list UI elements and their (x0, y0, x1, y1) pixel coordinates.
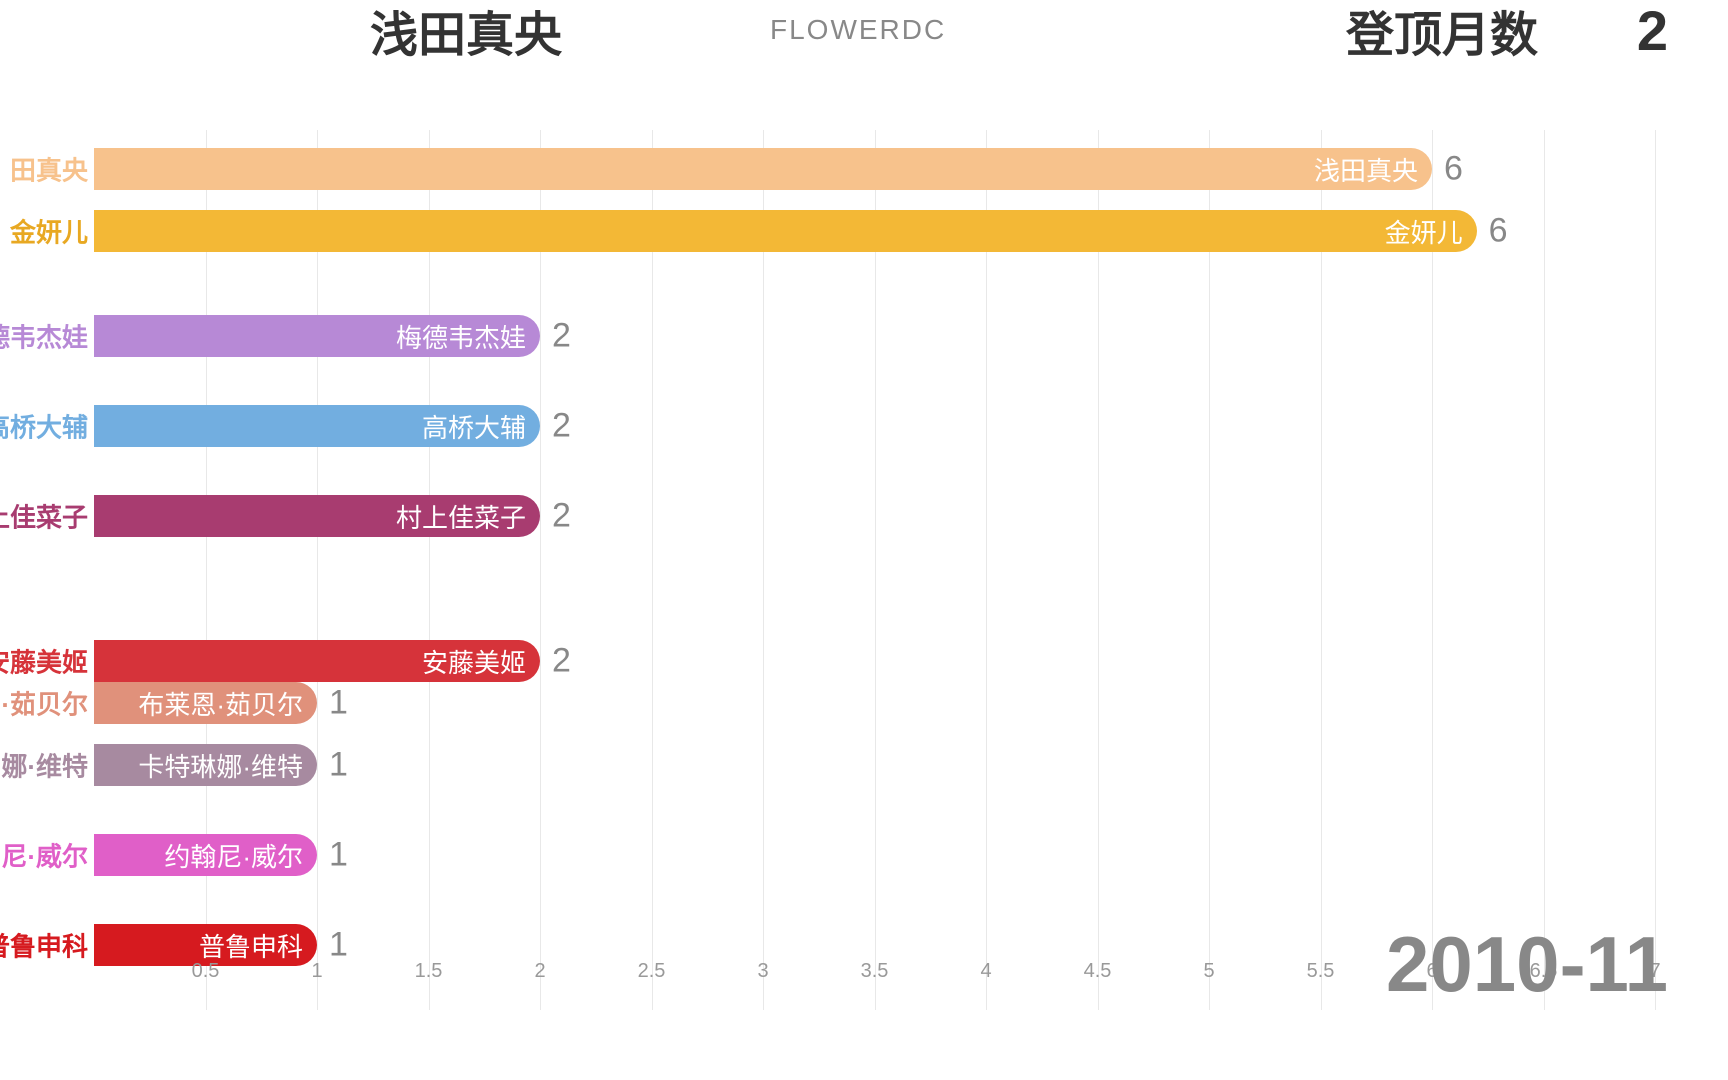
gridline (206, 130, 207, 1010)
x-tick-label: 1.5 (415, 960, 443, 983)
x-tick-label: 3.5 (861, 960, 889, 983)
header-leader-name: 浅田真央 (370, 0, 562, 65)
gridline (317, 130, 318, 1010)
header-metric-label: 登顶月数 (1346, 0, 1538, 65)
gridline (1544, 130, 1545, 1010)
x-tick-label: 3 (757, 960, 768, 983)
bar: 布莱恩·茹贝尔 (94, 682, 317, 724)
bar-value: 1 (329, 926, 348, 965)
gridline (429, 130, 430, 1010)
y-axis-label: 普鲁申科 (0, 927, 88, 964)
gridline (986, 130, 987, 1010)
bar-row: 尼·威尔 约翰尼·威尔 1 (0, 834, 1728, 876)
bar-row: 娜·维特 卡特琳娜·维特 1 (0, 744, 1728, 786)
bar: 安藤美姬 (94, 640, 540, 682)
gridline (1321, 130, 1322, 1010)
bar-row: 金妍儿 金妍儿 6 (0, 210, 1728, 252)
bar-row: 上佳菜子 村上佳菜子 2 (0, 495, 1728, 537)
bar-value: 2 (552, 497, 571, 536)
bar-chart: 田真央 浅田真央 6 金妍儿 金妍儿 6 德韦杰娃 梅德韦杰娃 2 高桥大辅 高桥大辅 2 上佳菜子 村上… (0, 130, 1728, 1020)
gridline (1655, 130, 1656, 1010)
bar-inner-label: 梅德韦杰娃 (396, 318, 526, 355)
header-metric-value: 2 (1637, 0, 1668, 63)
bar-row: 德韦杰娃 梅德韦杰娃 2 (0, 315, 1728, 357)
bar-row: ·茹贝尔 布莱恩·茹贝尔 1 (0, 682, 1728, 724)
y-axis-label: ·茹贝尔 (1, 685, 88, 722)
gridline (652, 130, 653, 1010)
bar-inner-label: 村上佳菜子 (396, 498, 526, 535)
bar-inner-label: 卡特琳娜·维特 (138, 747, 303, 784)
bar: 约翰尼·威尔 (94, 834, 317, 876)
bar: 浅田真央 (94, 148, 1432, 190)
y-axis-label: 上佳菜子 (0, 498, 88, 535)
x-tick-label: 0.5 (192, 960, 220, 983)
bar-row: 田真央 浅田真央 6 (0, 148, 1728, 190)
y-axis-label: 高桥大辅 (0, 408, 88, 445)
gridline (540, 130, 541, 1010)
bar-value: 2 (552, 407, 571, 446)
y-axis-label: 尼·威尔 (1, 837, 88, 874)
y-axis-label: 安藤美姬 (0, 643, 88, 680)
bar: 村上佳菜子 (94, 495, 540, 537)
bar-row: 安藤美姬 安藤美姬 2 (0, 640, 1728, 682)
x-tick-label: 5 (1203, 960, 1214, 983)
gridline (1209, 130, 1210, 1010)
bar-value: 6 (1444, 150, 1463, 189)
bar: 高桥大辅 (94, 405, 540, 447)
x-tick-label: 2 (534, 960, 545, 983)
watermark-text: FLOWERDC (770, 14, 946, 46)
x-tick-label: 2.5 (638, 960, 666, 983)
bar-value: 2 (552, 642, 571, 681)
bar: 梅德韦杰娃 (94, 315, 540, 357)
y-axis-label: 田真央 (10, 151, 88, 188)
bar: 金妍儿 (94, 210, 1477, 252)
bar-inner-label: 约翰尼·威尔 (164, 837, 303, 874)
gridline (1432, 130, 1433, 1010)
gridline (1098, 130, 1099, 1010)
y-axis-label: 金妍儿 (10, 213, 88, 250)
bar-value: 1 (329, 684, 348, 723)
gridline (763, 130, 764, 1010)
bar-inner-label: 普鲁申科 (199, 927, 303, 964)
bar-value: 1 (329, 746, 348, 785)
bar-value: 6 (1489, 212, 1508, 251)
x-tick-label: 1 (311, 960, 322, 983)
bar-inner-label: 高桥大辅 (422, 408, 526, 445)
bar-inner-label: 布莱恩·茹贝尔 (138, 685, 303, 722)
gridline (875, 130, 876, 1010)
bar-inner-label: 浅田真央 (1314, 151, 1418, 188)
date-label: 2010-11 (1386, 919, 1668, 1010)
bar-value: 2 (552, 317, 571, 356)
bar-row: 高桥大辅 高桥大辅 2 (0, 405, 1728, 447)
x-tick-label: 4.5 (1084, 960, 1112, 983)
x-tick-label: 5.5 (1307, 960, 1335, 983)
bar-inner-label: 安藤美姬 (422, 643, 526, 680)
x-tick-label: 4 (980, 960, 991, 983)
bar: 卡特琳娜·维特 (94, 744, 317, 786)
y-axis-label: 娜·维特 (1, 747, 88, 784)
y-axis-label: 德韦杰娃 (0, 318, 88, 355)
bar-inner-label: 金妍儿 (1385, 213, 1463, 250)
bar-value: 1 (329, 836, 348, 875)
